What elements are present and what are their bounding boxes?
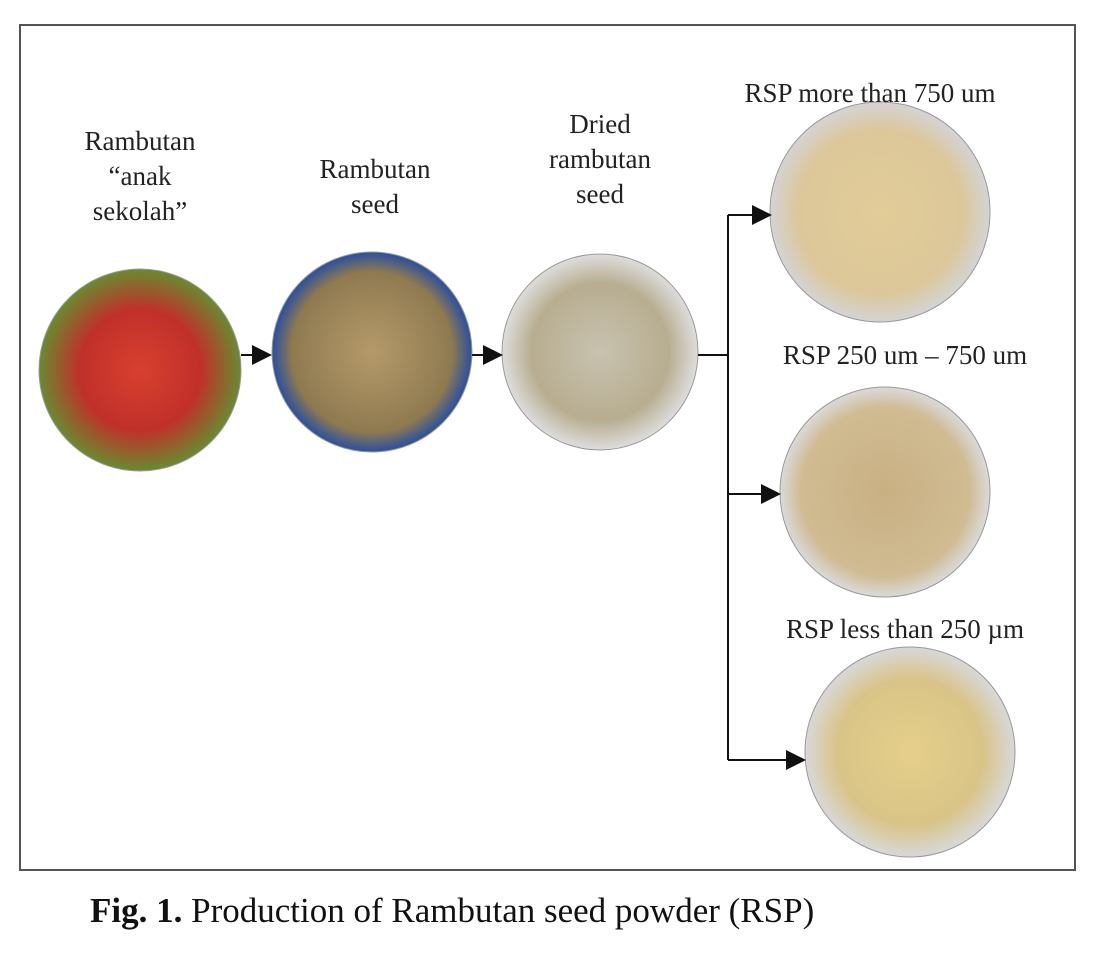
label-line: RSP less than 250 µm bbox=[786, 614, 1024, 644]
label-line: RSP 250 um – 750 um bbox=[783, 340, 1027, 370]
label-line: sekolah” bbox=[93, 196, 187, 226]
branch-line bbox=[698, 215, 729, 760]
label-line: Rambutan bbox=[85, 126, 196, 156]
node-label: RSP 250 um – 750 um bbox=[783, 340, 1027, 370]
label-line: RSP more than 750 um bbox=[744, 78, 995, 108]
images bbox=[38, 101, 1016, 858]
label-line: Rambutan bbox=[320, 154, 431, 184]
image-seed bbox=[271, 251, 473, 453]
node-label: Rambutan seed bbox=[320, 154, 431, 219]
label-line: rambutan bbox=[549, 144, 651, 174]
image-rsp-large bbox=[769, 101, 991, 323]
label-line: “anak bbox=[109, 161, 172, 191]
image-rambutan bbox=[38, 268, 242, 472]
node-label: Rambutan “anak sekolah” bbox=[85, 126, 196, 226]
image-rsp-medium bbox=[779, 386, 991, 598]
image-rsp-small bbox=[804, 646, 1016, 858]
caption-label: Fig. 1. bbox=[90, 891, 182, 930]
node-label: RSP less than 250 µm bbox=[786, 614, 1024, 644]
node-label: RSP more than 750 um bbox=[744, 78, 995, 108]
arrows bbox=[241, 205, 806, 770]
caption: Fig. 1. Production of Rambutan seed powd… bbox=[90, 891, 814, 930]
label-line: Dried bbox=[569, 109, 631, 139]
label-line: seed bbox=[351, 189, 399, 219]
label-line: seed bbox=[576, 179, 624, 209]
image-dried-seed bbox=[501, 253, 699, 451]
labels: Rambutan “anak sekolah” Rambutan seed Dried ra… bbox=[85, 78, 1028, 644]
frame bbox=[19, 24, 1076, 871]
caption-text: Production of Rambutan seed powder (RSP) bbox=[191, 891, 814, 930]
node-label: Dried rambutan seed bbox=[549, 109, 651, 209]
